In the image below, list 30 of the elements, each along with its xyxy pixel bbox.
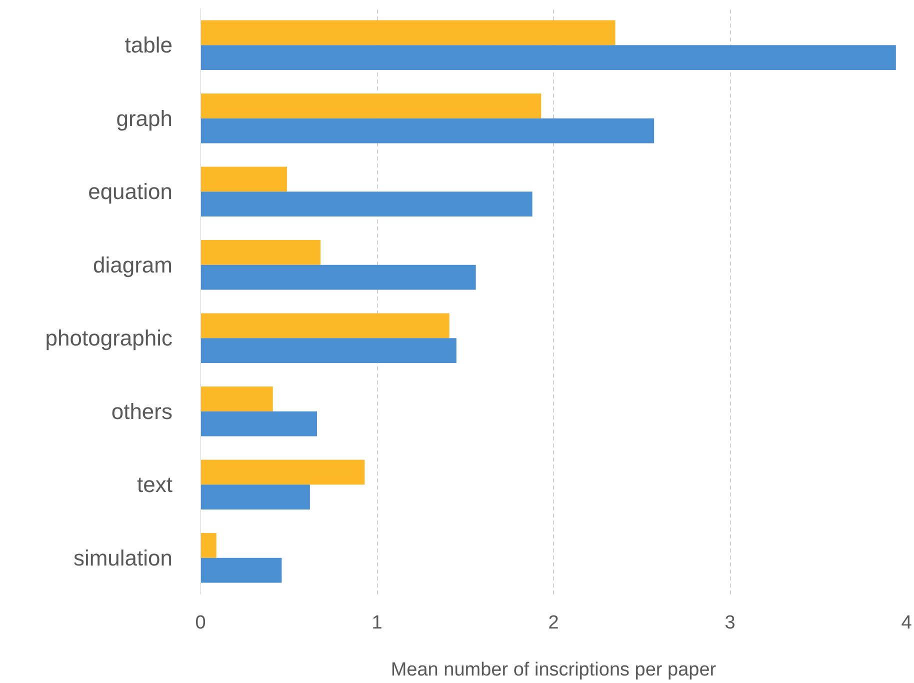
- bar: [200, 411, 317, 436]
- y-tick-label: graph: [116, 106, 173, 131]
- bar: [200, 338, 456, 364]
- bar: [200, 558, 282, 583]
- y-tick-label: others: [111, 398, 173, 424]
- x-tick-label: 2: [548, 612, 559, 634]
- bar: [200, 93, 542, 118]
- x-tick-label: 4: [901, 612, 912, 634]
- y-tick-label: photographic: [45, 326, 173, 351]
- bar: [200, 192, 532, 217]
- y-tick-label: table: [124, 32, 173, 58]
- bar: [200, 460, 365, 485]
- y-tick-label: simulation: [73, 545, 173, 570]
- bar: [200, 118, 654, 144]
- bar: [200, 240, 321, 265]
- bar: [200, 45, 896, 70]
- bar: [200, 386, 273, 412]
- bar: [200, 166, 287, 192]
- y-tick-label: diagram: [93, 252, 173, 278]
- bar: [200, 264, 476, 290]
- x-tick-label: 3: [724, 612, 736, 634]
- y-tick-label: equation: [88, 179, 173, 204]
- x-axis-title: Mean number of inscriptions per paper: [390, 660, 717, 680]
- bar: [200, 532, 216, 558]
- bar: [200, 20, 616, 46]
- bar: [200, 484, 310, 510]
- bar: [200, 313, 450, 338]
- x-tick-label: 1: [372, 612, 382, 634]
- x-tick-label: 0: [195, 612, 206, 634]
- y-tick-label: text: [137, 472, 173, 498]
